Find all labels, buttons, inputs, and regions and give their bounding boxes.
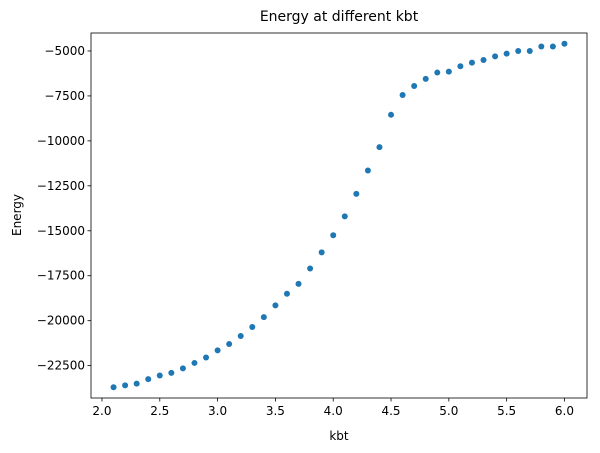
x-tick-label: 4.0 <box>324 404 343 418</box>
data-point <box>468 59 475 66</box>
y-axis-ticks: −22500 −20000 −17500 −15000 −12500 −10000 −750… <box>37 44 91 373</box>
data-point <box>457 63 464 70</box>
data-point <box>214 347 221 354</box>
data-point <box>526 47 533 54</box>
data-point <box>515 47 522 54</box>
y-tick-label: −10000 <box>37 134 85 148</box>
y-tick-label: −17500 <box>37 269 85 283</box>
data-point <box>434 69 441 76</box>
data-point <box>480 56 487 63</box>
data-point <box>203 354 210 361</box>
x-tick-label: 5.5 <box>497 404 516 418</box>
data-point <box>549 43 556 50</box>
data-point <box>492 53 499 60</box>
data-point <box>295 280 302 287</box>
y-tick-label: −7500 <box>44 89 85 103</box>
data-point <box>561 40 568 47</box>
data-point <box>388 111 395 118</box>
data-point <box>110 384 117 391</box>
data-point <box>399 92 406 99</box>
x-axis-ticks: 2.0 2.5 3.0 3.5 4.0 4.5 5.0 5.5 6.0 <box>92 398 574 418</box>
data-point <box>237 332 244 339</box>
data-point <box>191 359 198 366</box>
data-point <box>156 372 163 379</box>
data-point <box>283 290 290 297</box>
y-axis-label: Energy <box>10 194 24 236</box>
data-point <box>376 144 383 151</box>
data-point <box>341 213 348 220</box>
data-point <box>122 382 129 389</box>
data-point <box>411 83 418 90</box>
data-point <box>538 43 545 50</box>
data-point <box>422 75 429 82</box>
x-tick-label: 2.0 <box>92 404 111 418</box>
data-point <box>353 190 360 197</box>
x-tick-label: 3.0 <box>208 404 227 418</box>
x-tick-label: 4.5 <box>381 404 400 418</box>
data-point <box>364 167 371 174</box>
data-point <box>249 323 256 330</box>
y-tick-label: −20000 <box>37 314 85 328</box>
x-tick-label: 5.0 <box>439 404 458 418</box>
data-point <box>318 249 325 256</box>
y-tick-label: −5000 <box>44 44 85 58</box>
data-point <box>133 380 140 387</box>
y-tick-label: −22500 <box>37 359 85 373</box>
x-tick-label: 6.0 <box>555 404 574 418</box>
data-point <box>445 68 452 75</box>
x-tick-label: 2.5 <box>150 404 169 418</box>
x-tick-label: 3.5 <box>266 404 285 418</box>
data-point <box>503 50 510 57</box>
data-point <box>226 341 233 348</box>
data-point <box>307 265 314 272</box>
y-tick-label: −15000 <box>37 224 85 238</box>
data-point <box>272 302 279 309</box>
chart-title: Energy at different kbt <box>260 9 419 25</box>
plot-frame <box>90 32 588 399</box>
data-point <box>145 376 152 383</box>
data-point <box>330 232 337 239</box>
x-axis-label: kbt <box>329 429 349 443</box>
data-points <box>110 40 568 391</box>
y-tick-label: −12500 <box>37 179 85 193</box>
data-point <box>179 365 186 372</box>
data-point <box>260 314 267 321</box>
data-point <box>168 369 175 376</box>
